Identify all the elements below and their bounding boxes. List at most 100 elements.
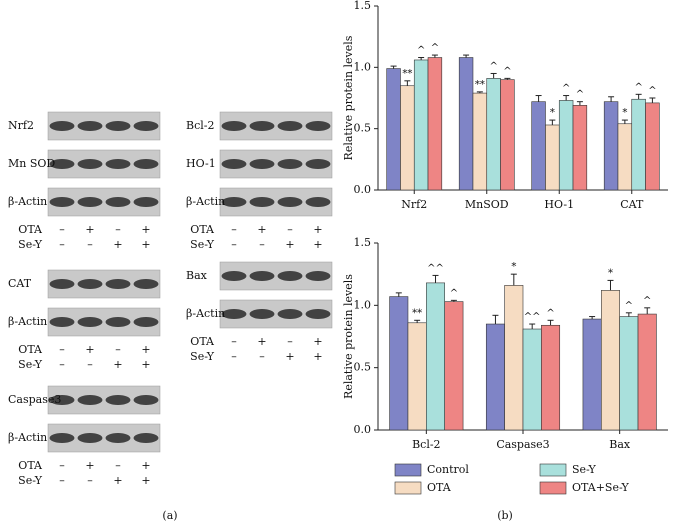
legend-swatch: [394, 481, 422, 495]
significance-marker: **: [412, 308, 422, 319]
bar: [472, 92, 488, 191]
blot-band: [77, 197, 103, 207]
treatment-sign: +: [313, 223, 322, 236]
blot-band: [133, 159, 159, 169]
treatment-label: OTA: [18, 343, 43, 356]
bar: [545, 124, 560, 191]
significance-marker: ^: [431, 43, 439, 54]
blot-band: [249, 309, 275, 319]
treatment-sign: +: [85, 459, 94, 472]
treatment-sign: –: [59, 238, 65, 251]
blot-band: [305, 309, 331, 319]
bar: [485, 323, 505, 431]
blot-band: [133, 279, 159, 289]
blot-band: [277, 159, 303, 169]
significance-marker: ^^: [427, 263, 444, 274]
blot-band: [77, 317, 103, 327]
blot-band: [49, 279, 75, 289]
blot-band: [49, 121, 75, 131]
y-tick-label: 0.0: [354, 423, 372, 436]
blot-band: [105, 433, 131, 443]
legend-swatch: [539, 481, 567, 495]
y-tick-label: 0.5: [354, 122, 372, 135]
treatment-sign: +: [141, 474, 150, 487]
treatment-sign: –: [259, 350, 265, 363]
bar: [558, 100, 574, 191]
bar: [500, 79, 515, 191]
bar: [400, 85, 415, 191]
treatment-sign: +: [141, 459, 150, 472]
legend-swatch: [394, 463, 422, 477]
bar: [572, 105, 588, 191]
x-tick-label: MnSOD: [465, 198, 509, 211]
significance-marker: ^: [634, 82, 642, 93]
bar: [541, 324, 561, 431]
legend-label: Se-Y: [572, 463, 597, 476]
bar: [407, 322, 427, 431]
significance-marker: *: [550, 108, 555, 119]
panel-label: (b): [497, 509, 513, 522]
treatment-sign: –: [231, 350, 237, 363]
blot-band: [77, 279, 103, 289]
legend-swatch: [539, 463, 567, 477]
treatment-sign: –: [287, 223, 293, 236]
treatment-label: Se-Y: [18, 358, 43, 371]
blot-row-label: Nrf2: [8, 119, 34, 132]
bar: [637, 313, 657, 431]
bar: [413, 59, 429, 191]
treatment-sign: –: [59, 459, 65, 472]
significance-marker: ^: [503, 66, 511, 77]
y-tick-label: 0.0: [354, 183, 372, 196]
treatment-sign: –: [231, 335, 237, 348]
blot-band: [49, 197, 75, 207]
blot-band: [105, 159, 131, 169]
legend-label: Control: [427, 463, 469, 476]
y-axis-label: Relative protein levels: [342, 274, 355, 399]
bar: [582, 318, 602, 431]
blot-row-label: CAT: [8, 277, 32, 290]
treatment-sign: +: [141, 223, 150, 236]
blot-band: [305, 121, 331, 131]
bar: [645, 102, 660, 191]
treatment-label: OTA: [18, 223, 43, 236]
bar: [619, 316, 639, 431]
x-tick-label: Bcl-2: [412, 438, 440, 451]
bar: [617, 123, 633, 191]
blot-band: [49, 395, 75, 405]
blot-band: [133, 121, 159, 131]
treatment-sign: +: [313, 238, 322, 251]
blot-band: [277, 271, 303, 281]
significance-marker: ^: [625, 300, 633, 311]
x-tick-label: Caspase3: [496, 438, 549, 451]
treatment-sign: +: [141, 343, 150, 356]
blot-band: [249, 159, 275, 169]
blot-row-label: Caspase3: [8, 393, 61, 406]
x-tick-label: HO-1: [544, 198, 574, 211]
blot-band: [105, 317, 131, 327]
x-tick-label: Bax: [609, 438, 631, 451]
blot-band: [305, 159, 331, 169]
treatment-sign: +: [313, 335, 322, 348]
treatment-label: Se-Y: [190, 238, 215, 251]
y-tick-label: 0.5: [354, 361, 372, 374]
treatment-sign: –: [259, 238, 265, 251]
blot-band: [77, 433, 103, 443]
significance-marker: ^^: [524, 312, 541, 323]
blot-band: [221, 197, 247, 207]
blot-row-label: Mn SOD: [8, 157, 55, 170]
legend-label: OTA+Se-Y: [572, 481, 629, 494]
blot-band: [133, 395, 159, 405]
bar: [458, 57, 474, 191]
legend-label: OTA: [427, 481, 452, 494]
treatment-sign: +: [313, 350, 322, 363]
treatment-sign: –: [87, 358, 93, 371]
significance-marker: ^: [648, 86, 656, 97]
y-axis-label: Relative protein levels: [342, 35, 355, 160]
significance-marker: ^: [450, 288, 458, 299]
blot-band: [133, 197, 159, 207]
blot-band: [105, 279, 131, 289]
treatment-sign: –: [115, 343, 121, 356]
treatment-sign: +: [113, 474, 122, 487]
treatment-sign: +: [285, 238, 294, 251]
treatment-sign: +: [85, 223, 94, 236]
